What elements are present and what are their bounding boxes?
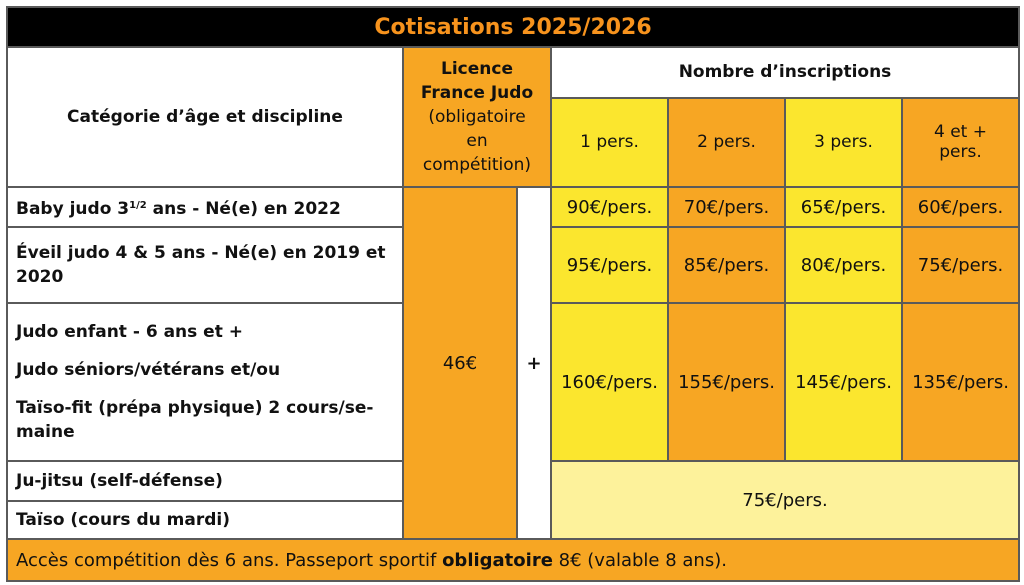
licence-title-1: Licence [441,59,513,79]
row-taiso-label: Taïso (cours du mardi) [6,500,404,540]
licence-title-2: France Judo [420,83,534,103]
footer-bold: obligatoire [442,549,553,571]
footer-text-1: Accès compétition dès 6 ans. Passeport s… [16,549,443,571]
price-baby-2: 70€/pers. [667,186,786,228]
price-baby-4: 60€/pers. [901,186,1020,228]
row-eveil-judo-label: Éveil judo 4 & 5 ans - Né(e) en 2019 et … [6,226,404,304]
price-baby-1: 90€/pers. [550,186,669,228]
baby-judo-sup: 1/2 [129,199,147,211]
plus-sign: + [516,186,552,540]
col-4-pers: 4 et + pers. [901,96,1020,189]
fees-table-container: Cotisations 2025/2026 Catégorie d’âge et… [6,6,1020,582]
inscriptions-header: Nombre d’inscriptions [550,46,1020,99]
category-header: Catégorie d’âge et discipline [6,46,404,188]
price-eveil-4: 75€/pers. [901,226,1020,304]
table-title: Cotisations 2025/2026 [6,6,1020,48]
price-judo-2: 155€/pers. [667,302,786,462]
price-eveil-2: 85€/pers. [667,226,786,304]
price-eveil-1: 95€/pers. [550,226,669,304]
price-judo-4: 135€/pers. [901,302,1020,462]
row-judo-enfant-label: Judo enfant - 6 ans et + Judo séniors/vé… [6,302,404,462]
judo-seniors-line: Judo séniors/vétérans et/ou [16,360,281,380]
row-baby-judo-label: Baby judo 31/2 ans - Né(e) en 2022 [6,186,404,228]
baby-judo-text-2: ans - Né(e) en 2022 [146,198,341,219]
price-baby-3: 65€/pers. [784,186,903,228]
taiso-fit-line: Taïso-fit (prépa physique) 2 cours/se-ma… [16,398,374,442]
price-judo-1: 160€/pers. [550,302,669,462]
fees-table: Cotisations 2025/2026 Catégorie d’âge et… [6,6,1020,582]
footer-text-2: 8€ (valable 8 ans). [552,549,727,571]
licence-header: Licence France Judo (obligatoire en comp… [402,46,552,188]
col-1-pers: 1 pers. [550,96,669,189]
price-judo-3: 145€/pers. [784,302,903,462]
row-jujitsu-label: Ju-jitsu (self-défense) [6,460,404,502]
licence-note-3: compétition) [422,155,532,175]
licence-note-2: en [466,131,488,151]
baby-judo-text: Baby judo 3 [16,198,130,219]
shared-price: 75€/pers. [550,460,1020,540]
col-4-pers-line1: 4 et + [934,122,987,143]
licence-note-1: (obligatoire [428,107,526,127]
licence-price: 46€ [402,186,518,540]
col-3-pers: 3 pers. [784,96,903,189]
col-4-pers-line2: pers. [939,142,982,163]
price-eveil-3: 80€/pers. [784,226,903,304]
col-2-pers: 2 pers. [667,96,786,189]
judo-enfant-line: Judo enfant - 6 ans et + [16,322,243,342]
footer-note: Accès compétition dès 6 ans. Passeport s… [6,538,1020,582]
